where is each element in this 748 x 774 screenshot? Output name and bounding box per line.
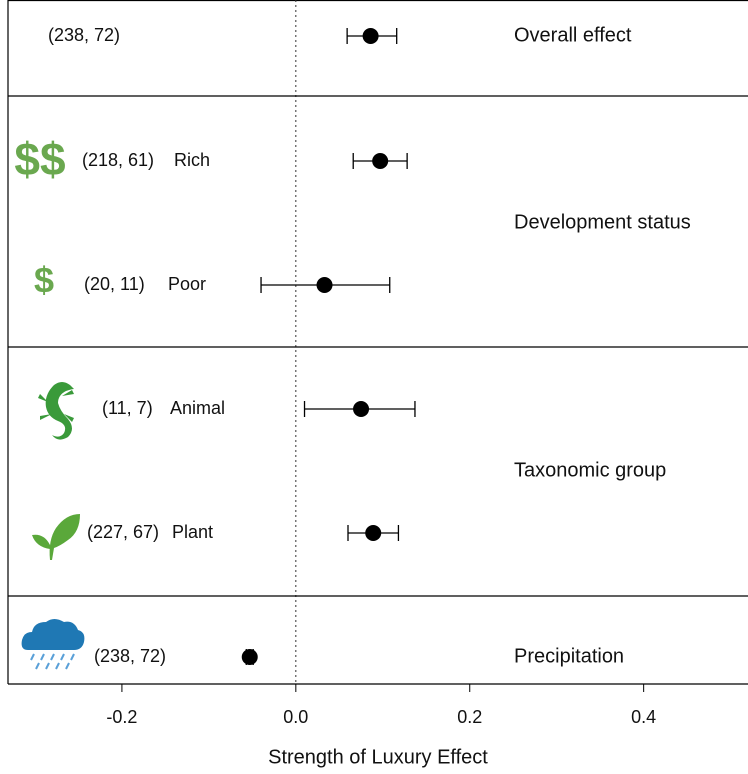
- estimate-point: [316, 277, 333, 293]
- x-tick-label: -0.2: [106, 707, 137, 727]
- estimate-point: [365, 525, 382, 541]
- group-label: Development status: [514, 211, 691, 233]
- row-label: Rich: [174, 150, 210, 170]
- row-counts: (20, 11): [84, 274, 145, 294]
- estimate-point: [372, 153, 389, 169]
- row-counts: (238, 72): [48, 25, 120, 45]
- x-tick-label: 0.4: [631, 707, 656, 727]
- lizard-icon: [38, 382, 74, 440]
- rain-cloud-icon: [21, 619, 85, 670]
- group-label: Taxonomic group: [514, 459, 666, 481]
- row-counts: (218, 61): [82, 150, 154, 170]
- row-label: Animal: [170, 398, 225, 418]
- x-tick-label: 0.2: [457, 707, 482, 727]
- x-axis-label: Strength of Luxury Effect: [268, 746, 488, 768]
- x-tick-label: 0.0: [283, 707, 308, 727]
- row-counts: (238, 72): [94, 646, 166, 666]
- leaf-icon: [32, 514, 80, 560]
- dollar-icon: $: [34, 260, 54, 301]
- estimate-point: [362, 28, 379, 44]
- row-counts: (11, 7): [102, 398, 153, 418]
- row-label: Poor: [168, 274, 206, 294]
- estimate-point: [353, 401, 370, 417]
- row-label: Plant: [172, 522, 213, 542]
- estimate-point: [241, 649, 258, 665]
- row-counts: (227, 67): [87, 522, 159, 542]
- group-label: Precipitation: [514, 645, 624, 667]
- group-label: Overall effect: [514, 24, 632, 46]
- dollar-icon: $$: [14, 133, 65, 185]
